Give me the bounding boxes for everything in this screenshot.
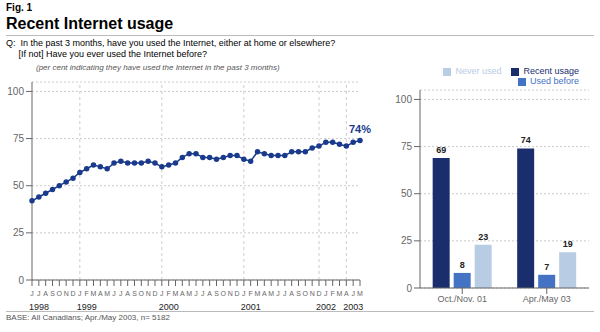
svg-text:M: M — [104, 290, 110, 297]
svg-text:M: M — [268, 290, 274, 297]
svg-text:74%: 74% — [349, 123, 371, 135]
svg-text:A: A — [180, 290, 185, 297]
html-text:Never used: Never used — [455, 66, 502, 76]
svg-text:J: J — [324, 290, 328, 297]
html-text:Recent Internet usage: Recent Internet usage — [6, 15, 174, 32]
svg-text:F: F — [331, 290, 335, 297]
svg-text:8: 8 — [460, 260, 465, 270]
svg-text:A: A — [344, 290, 349, 297]
svg-text:S: S — [214, 290, 219, 297]
svg-text:D: D — [234, 290, 239, 297]
svg-text:2002: 2002 — [316, 302, 336, 310]
svg-text:2001: 2001 — [241, 302, 261, 310]
svg-text:75: 75 — [13, 133, 25, 144]
svg-text:N: N — [146, 290, 151, 297]
svg-text:N: N — [64, 290, 69, 297]
html-text:Q: In the past 3 months, have: Q: In the past 3 months, have you used t… — [6, 38, 336, 48]
svg-text:N: N — [228, 290, 233, 297]
svg-text:100: 100 — [395, 94, 412, 105]
svg-text:D: D — [152, 290, 157, 297]
svg-text:A: A — [125, 290, 130, 297]
svg-text:50: 50 — [13, 180, 25, 191]
svg-text:S: S — [132, 290, 137, 297]
svg-text:69: 69 — [436, 145, 446, 155]
html-text:Recent usage: Recent usage — [523, 66, 579, 76]
svg-text:J: J — [160, 290, 164, 297]
html-text:BASE: All Canadians; Apr./May: BASE: All Canadians; Apr./May 2003, n= 5… — [6, 313, 170, 322]
svg-text:O: O — [303, 290, 309, 297]
svg-text:100: 100 — [8, 86, 24, 97]
svg-text:J: J — [112, 290, 116, 297]
svg-text:J: J — [351, 290, 355, 297]
svg-text:J: J — [242, 290, 246, 297]
svg-text:A: A — [289, 290, 294, 297]
svg-text:50: 50 — [401, 188, 413, 199]
svg-text:M: M — [337, 290, 343, 297]
svg-text:F: F — [167, 290, 171, 297]
svg-text:1998: 1998 — [29, 302, 49, 310]
svg-text:A: A — [43, 290, 48, 297]
svg-text:J: J — [201, 290, 205, 297]
svg-text:M: M — [91, 290, 97, 297]
svg-text:F: F — [85, 290, 89, 297]
svg-text:25: 25 — [401, 235, 413, 246]
svg-text:2003: 2003 — [343, 302, 363, 310]
svg-text:A: A — [262, 290, 267, 297]
svg-text:Apr./May 03: Apr./May 03 — [523, 294, 571, 304]
svg-text:J: J — [78, 290, 82, 297]
svg-text:S: S — [50, 290, 55, 297]
svg-text:1999: 1999 — [77, 302, 97, 310]
svg-text:2000: 2000 — [159, 302, 179, 310]
svg-text:F: F — [249, 290, 253, 297]
svg-text:Oct./Nov. 01: Oct./Nov. 01 — [438, 294, 487, 304]
svg-text:23: 23 — [478, 232, 488, 242]
svg-text:O: O — [139, 290, 145, 297]
html-text:Fig. 1: Fig. 1 — [6, 2, 33, 13]
svg-text:7: 7 — [544, 262, 549, 272]
svg-text:D: D — [70, 290, 75, 297]
svg-text:O: O — [57, 290, 63, 297]
svg-text:0: 0 — [406, 283, 412, 294]
html-text:(per cent indicating they have: (per cent indicating they have used the … — [36, 63, 280, 72]
svg-text:J: J — [276, 290, 280, 297]
svg-text:74: 74 — [521, 135, 531, 145]
svg-text:A: A — [98, 290, 103, 297]
svg-text:J: J — [37, 290, 41, 297]
svg-text:J: J — [283, 290, 287, 297]
html-text:Used before: Used before — [530, 76, 579, 86]
svg-text:O: O — [221, 290, 227, 297]
svg-text:M: M — [173, 290, 179, 297]
svg-text:J: J — [194, 290, 198, 297]
svg-text:D: D — [316, 290, 321, 297]
svg-text:M: M — [357, 290, 363, 297]
svg-text:0: 0 — [18, 275, 24, 286]
svg-text:N: N — [310, 290, 315, 297]
html-text:[If not] Have you ever used th: [If not] Have you ever used the Internet… — [6, 49, 208, 59]
svg-text:M: M — [255, 290, 261, 297]
svg-text:J: J — [30, 290, 34, 297]
svg-text:S: S — [296, 290, 301, 297]
svg-text:A: A — [207, 290, 212, 297]
svg-text:19: 19 — [563, 239, 573, 249]
svg-text:J: J — [119, 290, 123, 297]
svg-text:M: M — [186, 290, 192, 297]
svg-text:25: 25 — [13, 227, 25, 238]
svg-text:75: 75 — [401, 141, 413, 152]
